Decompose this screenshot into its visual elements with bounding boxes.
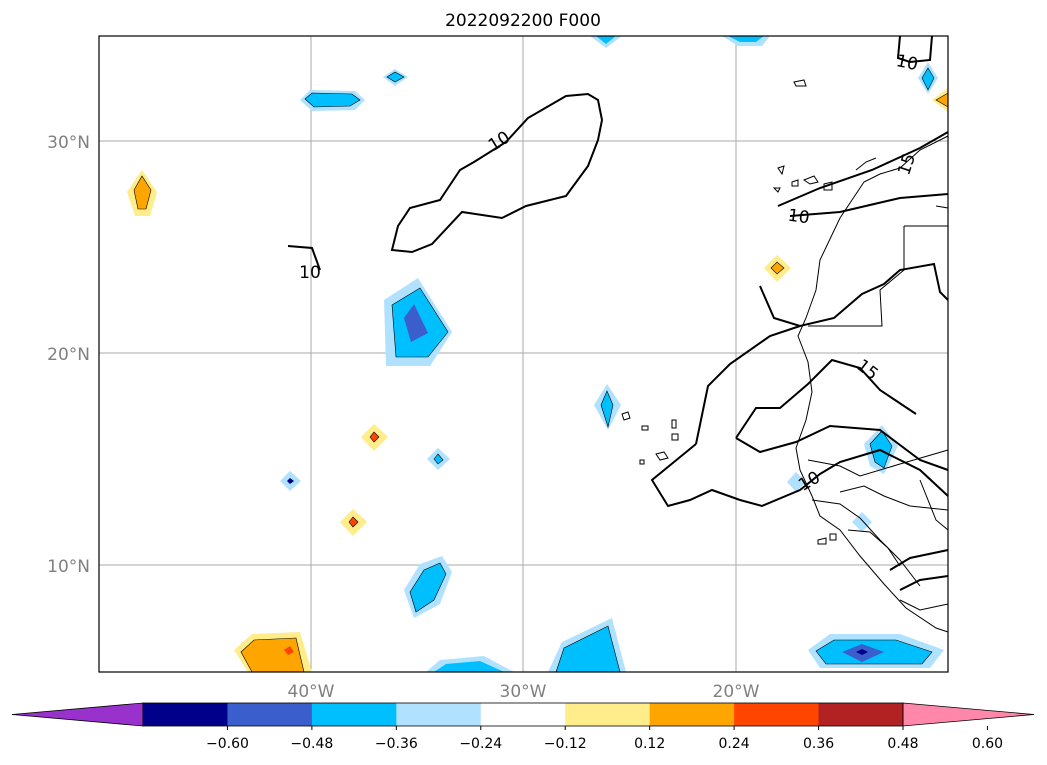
anomaly-patch — [921, 67, 935, 91]
island — [777, 165, 785, 176]
anomaly-patch — [596, 36, 616, 44]
anomaly-patch — [434, 661, 504, 672]
anomaly-patch — [770, 261, 785, 275]
anomaly-patch — [304, 92, 361, 108]
contour-label: 10 — [894, 51, 919, 75]
country-border — [807, 449, 949, 477]
contour-line — [759, 262, 949, 328]
contour-label: 10 — [299, 263, 321, 283]
colorbar-tick-label: −0.12 — [544, 736, 587, 752]
country-border — [855, 157, 877, 171]
colorbar-segment — [734, 703, 820, 726]
anomaly-patch — [409, 562, 447, 613]
island — [621, 411, 631, 421]
island — [802, 175, 819, 185]
country-border — [847, 529, 901, 567]
anomaly-patch — [856, 649, 868, 655]
colorbar-tick-label: 0.24 — [719, 736, 750, 752]
anomaly-patch — [404, 304, 428, 342]
colorbar-frame — [142, 702, 904, 727]
gridlines — [99, 36, 948, 672]
colorbar-segment — [818, 703, 904, 726]
island — [655, 451, 669, 461]
colorbar-extend-high — [902, 702, 1035, 727]
contour-line — [889, 549, 949, 571]
contour-line — [287, 245, 321, 271]
colorbar-tick-label: −0.36 — [375, 736, 418, 752]
colorbar-tick-label: −0.24 — [459, 736, 502, 752]
island — [823, 181, 833, 191]
country-border — [811, 499, 921, 587]
country-border — [808, 225, 948, 327]
anomaly-patch — [369, 431, 380, 443]
island — [772, 187, 781, 193]
contour-lines — [287, 35, 949, 591]
lon-label-20w: 20°W — [713, 682, 760, 702]
anomaly-patch — [284, 646, 294, 655]
contour-line — [695, 325, 801, 445]
anomaly-patch — [287, 478, 294, 484]
colorbar-tick-label: −0.48 — [290, 736, 333, 752]
country-border — [839, 485, 949, 511]
colorbar-segment — [311, 703, 397, 726]
colorbar-segment — [227, 703, 313, 726]
island — [829, 533, 837, 541]
map-title: 2022092200 F000 — [445, 11, 601, 31]
colorbar-segment — [480, 703, 566, 726]
anomaly-patch — [728, 36, 764, 42]
colorbar: −0.60 −0.48 −0.36 −0.24 −0.12 0.12 0.24 0.36 0.4… — [11, 702, 1035, 752]
colorbar-tick-label: 0.48 — [887, 736, 918, 752]
colorbar-tick-label: 0.36 — [803, 736, 834, 752]
contour-line — [390, 92, 604, 254]
island — [671, 419, 677, 429]
lat-label-10n: 10°N — [47, 557, 90, 577]
lon-label-30w: 30°W — [500, 682, 547, 702]
colorbar-segment — [143, 703, 228, 726]
contour-line — [650, 443, 949, 508]
contour-line — [899, 575, 949, 591]
contour-line — [735, 424, 949, 471]
contour-line — [735, 358, 917, 439]
lat-label-20n: 20°N — [47, 345, 90, 365]
anomaly-patch — [133, 175, 152, 210]
island — [639, 459, 645, 465]
colorbar-segment — [565, 703, 651, 726]
island — [671, 433, 679, 441]
country-border — [935, 205, 949, 209]
anomaly-patch — [348, 516, 359, 528]
country-border — [899, 599, 949, 611]
anomaly-patch — [433, 453, 444, 465]
lat-label-30n: 30°N — [47, 133, 90, 153]
contour-line — [896, 35, 933, 64]
anomaly-patch — [386, 71, 405, 83]
lon-label-40w: 40°W — [288, 682, 335, 702]
lon-labels: 40°W 30°W 20°W — [288, 682, 760, 702]
filled-contours — [127, 36, 949, 673]
colorbar-tick-label: 0.12 — [634, 736, 665, 752]
country-border — [919, 479, 949, 531]
contour-line — [789, 193, 949, 217]
colorbar-extend-low — [11, 702, 144, 727]
colorbar-tick-label: −0.60 — [206, 736, 249, 752]
island — [791, 179, 799, 187]
colorbar-segment — [396, 703, 482, 726]
coastlines — [621, 79, 949, 633]
map-frame — [98, 35, 949, 673]
anomaly-patch — [600, 390, 614, 429]
contour-label: 10 — [787, 206, 811, 229]
anomaly-patch — [240, 637, 305, 673]
anomaly-patch — [787, 472, 806, 492]
colorbar-segment — [649, 703, 735, 726]
contour-line — [777, 131, 949, 207]
anomaly-patch — [852, 512, 872, 532]
lat-labels: 30°N 20°N 10°N — [47, 133, 90, 577]
island — [817, 537, 827, 545]
colorbar-tick-label: 0.60 — [972, 736, 1003, 752]
island — [793, 79, 807, 87]
coastline — [795, 135, 949, 633]
island — [641, 425, 649, 431]
